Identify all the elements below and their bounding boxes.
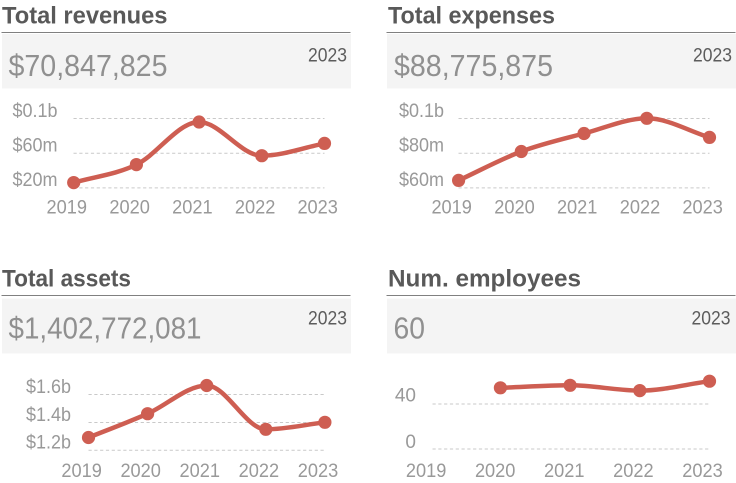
svg-text:2019: 2019 xyxy=(431,197,472,218)
svg-text:$88,775,875: $88,775,875 xyxy=(394,48,553,83)
svg-text:Total revenues: Total revenues xyxy=(2,3,168,30)
svg-text:$60m: $60m xyxy=(13,136,58,157)
svg-text:2021: 2021 xyxy=(544,461,585,482)
svg-text:2022: 2022 xyxy=(235,197,276,218)
svg-text:2023: 2023 xyxy=(682,461,723,482)
svg-text:$1.6b: $1.6b xyxy=(26,377,71,398)
svg-text:2019: 2019 xyxy=(61,461,102,482)
svg-text:2021: 2021 xyxy=(172,197,213,218)
svg-text:2019: 2019 xyxy=(406,461,447,482)
svg-text:0: 0 xyxy=(405,432,416,453)
svg-text:2023: 2023 xyxy=(298,461,339,482)
svg-text:2023: 2023 xyxy=(308,46,347,67)
svg-text:2023: 2023 xyxy=(682,197,723,218)
svg-text:Num. employees: Num. employees xyxy=(388,266,581,293)
svg-text:$70,847,825: $70,847,825 xyxy=(9,48,168,83)
svg-text:2022: 2022 xyxy=(620,197,661,218)
svg-text:2022: 2022 xyxy=(239,461,280,482)
svg-text:2019: 2019 xyxy=(47,197,88,218)
svg-text:Total assets: Total assets xyxy=(2,266,131,293)
svg-text:$1,402,772,081: $1,402,772,081 xyxy=(9,311,202,346)
svg-text:$1.4b: $1.4b xyxy=(26,405,71,426)
svg-text:2023: 2023 xyxy=(297,197,338,218)
svg-text:$20m: $20m xyxy=(13,170,58,191)
svg-text:2023: 2023 xyxy=(692,309,731,330)
svg-text:2023: 2023 xyxy=(308,309,347,330)
svg-text:2022: 2022 xyxy=(613,461,654,482)
svg-text:2021: 2021 xyxy=(557,197,598,218)
svg-text:2023: 2023 xyxy=(693,46,732,67)
svg-text:60: 60 xyxy=(394,311,426,346)
svg-text:2020: 2020 xyxy=(475,461,516,482)
svg-text:$1.2b: $1.2b xyxy=(26,433,71,454)
svg-text:2020: 2020 xyxy=(109,197,150,218)
svg-text:2020: 2020 xyxy=(120,461,161,482)
svg-text:2020: 2020 xyxy=(494,197,535,218)
svg-text:$60m: $60m xyxy=(399,170,444,191)
svg-text:$80m: $80m xyxy=(399,136,444,157)
svg-text:40: 40 xyxy=(395,386,416,407)
svg-text:$0.1b: $0.1b xyxy=(399,101,444,122)
svg-text:2021: 2021 xyxy=(180,461,221,482)
svg-text:Total expenses: Total expenses xyxy=(388,3,555,30)
svg-text:$0.1b: $0.1b xyxy=(13,101,58,122)
